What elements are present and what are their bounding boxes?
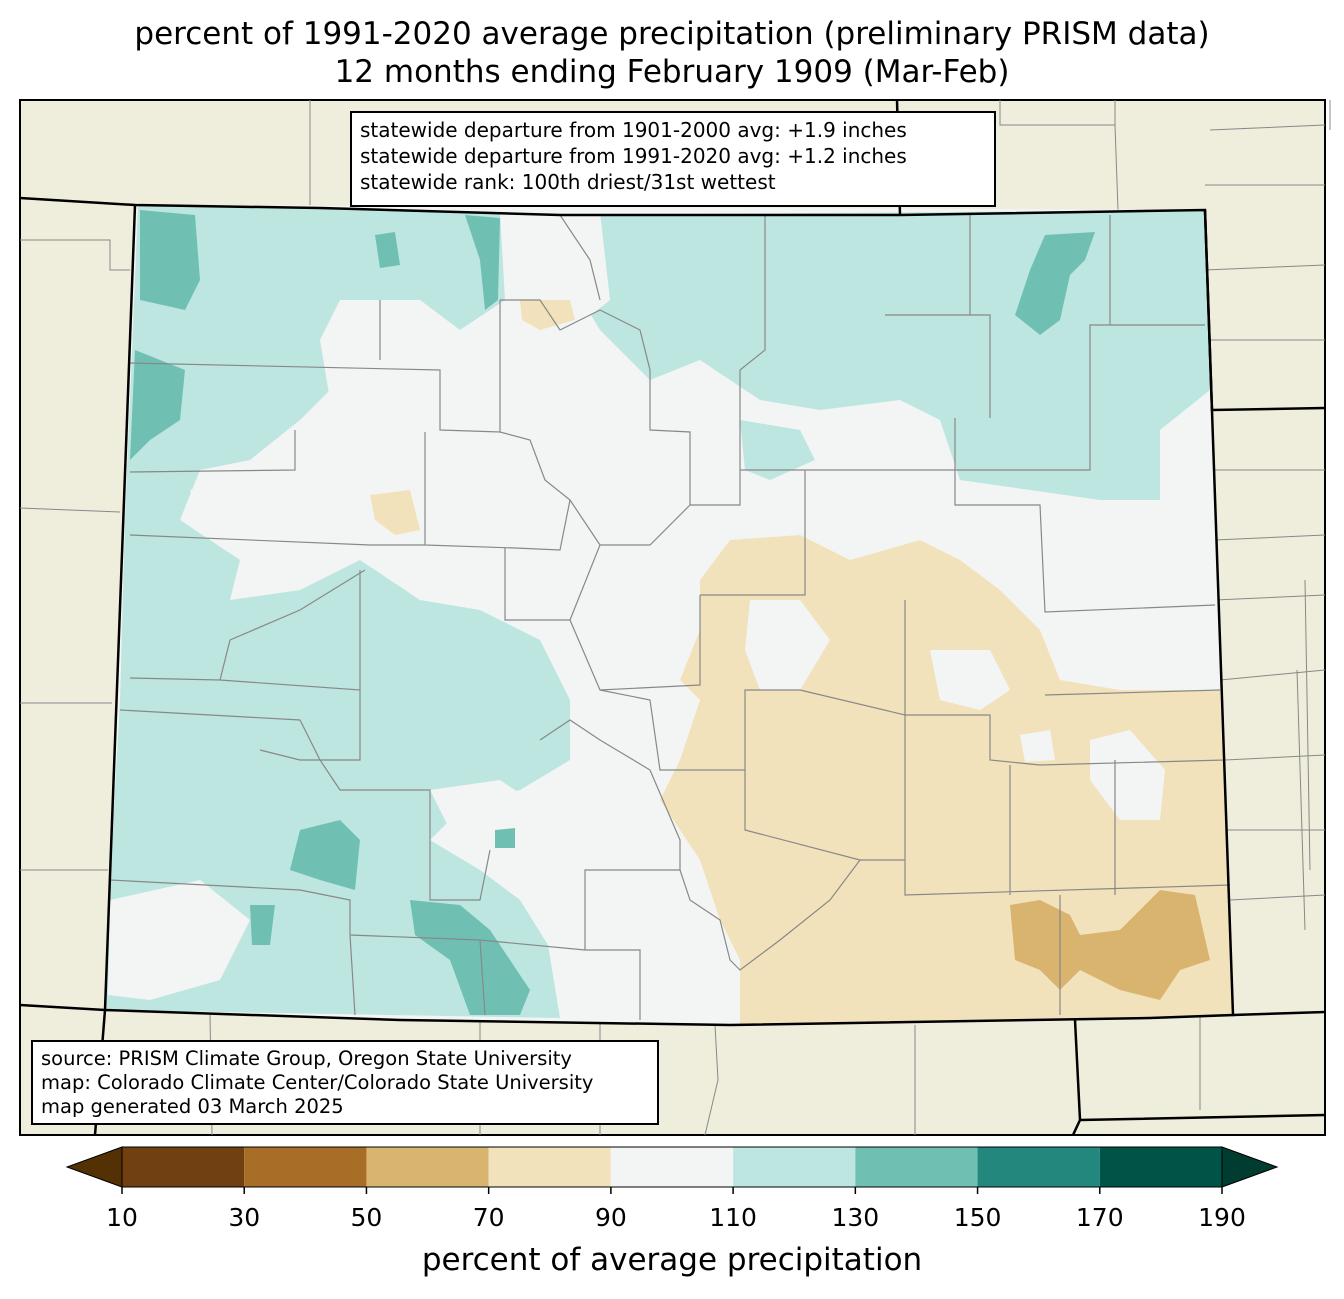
- colorbar-segment: [855, 1147, 978, 1187]
- map-title-line1: percent of 1991-2020 average precipitati…: [134, 16, 1210, 52]
- stats-departure-1991: statewide departure from 1991-2020 avg: …: [360, 144, 907, 168]
- colorbar-tick-label: 150: [953, 1203, 1002, 1232]
- map-title-line2: 12 months ending February 1909 (Mar-Feb): [334, 54, 1010, 90]
- colorbar-tick-label: 10: [106, 1203, 138, 1232]
- colorbar-tick-label: 130: [831, 1203, 880, 1232]
- county-lines: [109, 214, 1231, 1020]
- map-credit-line: map: Colorado Climate Center/Colorado St…: [41, 1071, 594, 1094]
- source-line: source: PRISM Climate Group, Oregon Stat…: [41, 1047, 572, 1070]
- colorbar-label: percent of average precipitation: [421, 1242, 923, 1278]
- colorbar-segment: [733, 1147, 856, 1187]
- colorbar-tick-label: 110: [709, 1203, 757, 1232]
- stats-rank: statewide rank: 100th driest/31st wettes…: [360, 170, 776, 194]
- colorbar-tick-label: 190: [1198, 1203, 1246, 1232]
- colorbar-over-arrow: [1221, 1146, 1279, 1188]
- colorbar-segment: [366, 1147, 489, 1187]
- neighbor-county-lines: [19, 100, 1331, 1136]
- stats-departure-1901: statewide departure from 1901-2000 avg: …: [360, 118, 907, 142]
- source-box: source: PRISM Climate Group, Oregon Stat…: [31, 1040, 659, 1125]
- colorbar-segment: [1099, 1147, 1222, 1187]
- colorbar-segment: [488, 1147, 611, 1187]
- colorbar-segment: [244, 1147, 367, 1187]
- colorbar-tick-label: 50: [350, 1203, 383, 1232]
- colorbar-tick-label: 30: [228, 1203, 261, 1232]
- colorbar-segment: [977, 1147, 1100, 1187]
- colorbar-outline: [121, 1146, 1223, 1188]
- colorbar-under-arrow: [65, 1146, 123, 1188]
- colorbar-tick-label: 70: [472, 1203, 505, 1232]
- colorbar-tick-label: 170: [1075, 1203, 1124, 1232]
- colorbar-segment: [610, 1147, 734, 1187]
- generated-date-line: map generated 03 March 2025: [41, 1095, 344, 1118]
- statewide-stats-box: statewide departure from 1901-2000 avg: …: [350, 111, 996, 207]
- colorbar-segment: [122, 1147, 245, 1187]
- colorbar-tick-label: 90: [594, 1203, 627, 1232]
